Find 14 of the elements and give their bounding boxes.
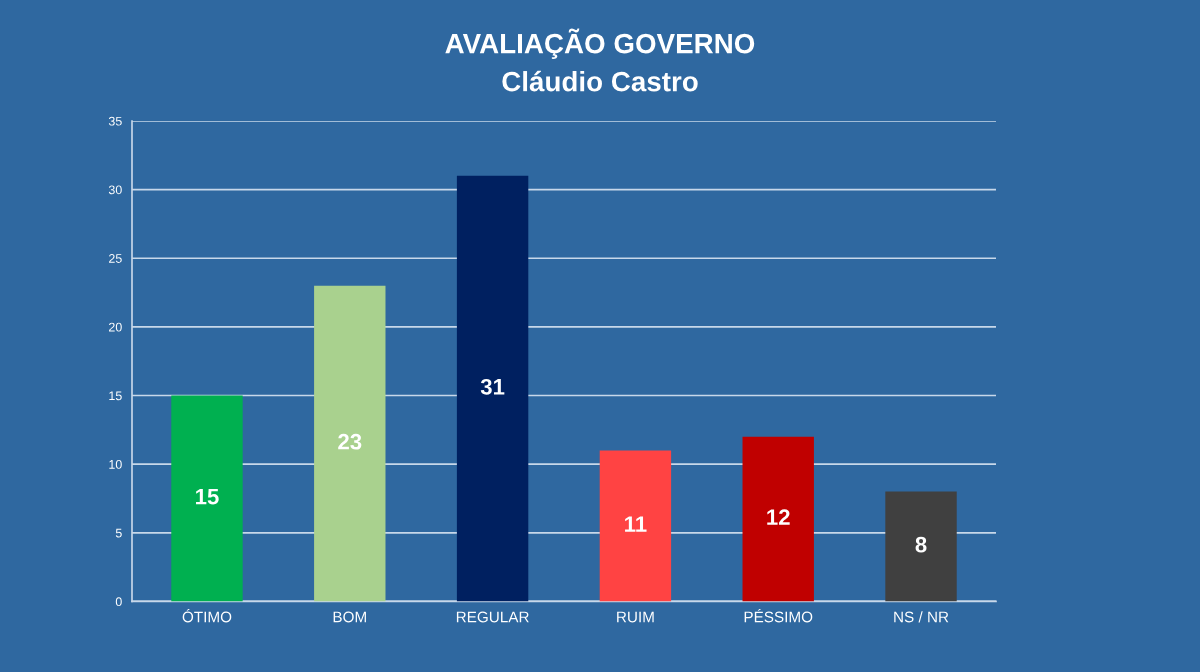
data-label: 12 — [767, 509, 790, 525]
bar — [171, 395, 243, 602]
bar — [314, 285, 386, 602]
data-label: 8 — [915, 536, 927, 553]
chart-title: AVALIAÇÃO GOVERNO — [445, 28, 755, 59]
bar — [742, 436, 814, 602]
bar — [456, 175, 529, 602]
data-label: 11 — [625, 516, 647, 532]
bar — [885, 491, 957, 602]
bar — [599, 450, 672, 602]
data-label: 31 — [480, 378, 505, 395]
data-label: 15 — [196, 488, 219, 505]
data-label: 23 — [338, 433, 362, 450]
chart-subtitle: Cláudio Castro — [502, 70, 698, 92]
